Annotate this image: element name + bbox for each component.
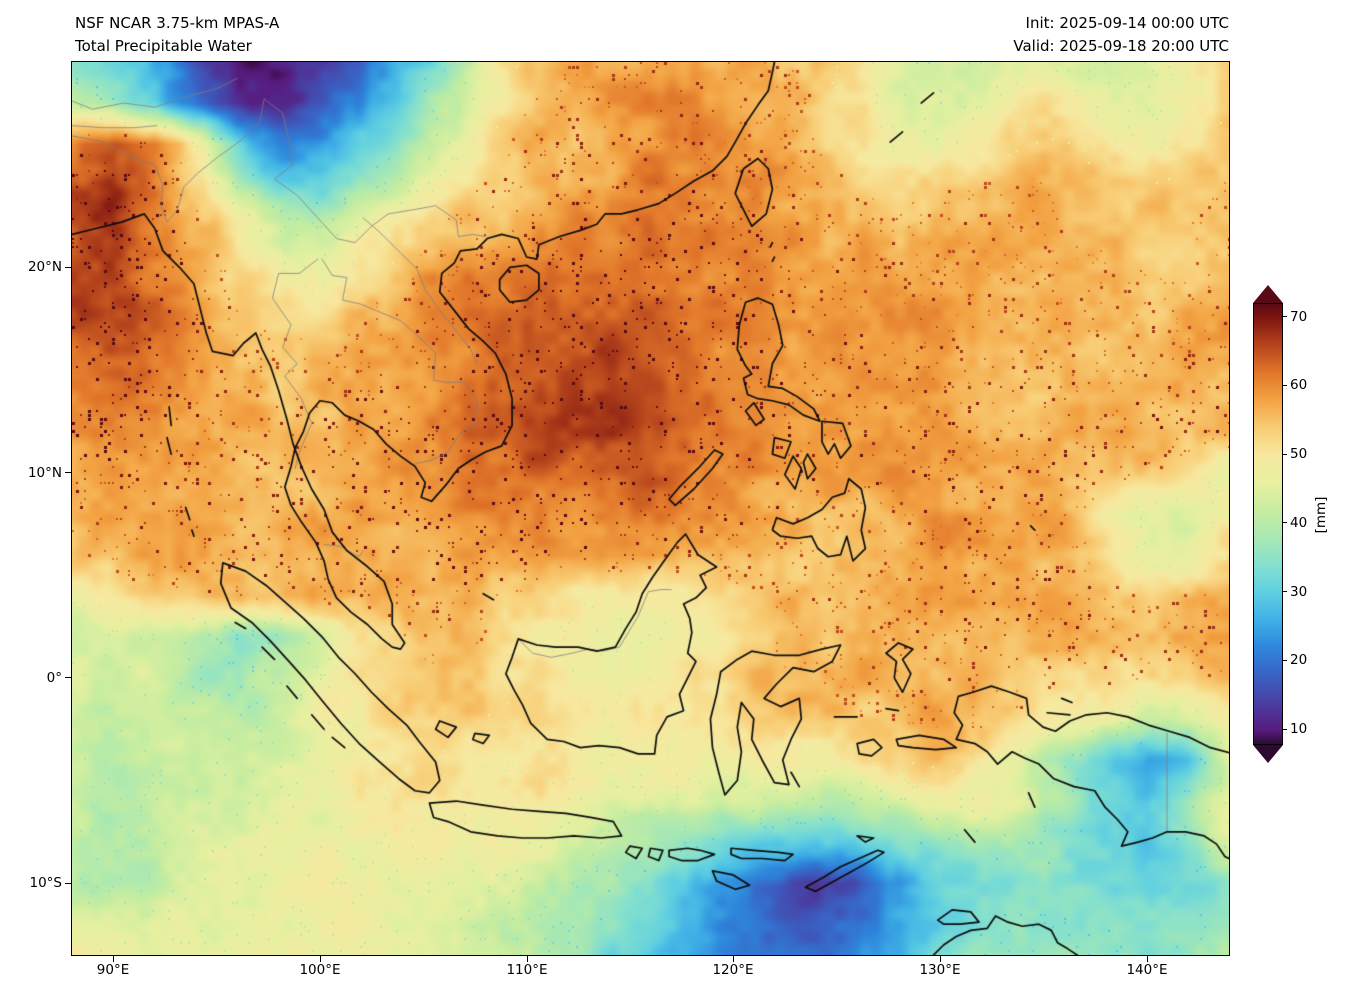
- x-tick-mark: [527, 956, 528, 962]
- valid-time: Valid: 2025-09-18 20:00 UTC: [1013, 37, 1229, 55]
- x-tick-mark: [733, 956, 734, 962]
- y-tick-label: 20°N: [27, 259, 62, 275]
- x-tick-label: 100°E: [299, 962, 341, 978]
- colorbar-lower-arrow: [1253, 745, 1283, 763]
- title-block: NSF NCAR 3.75-km MPAS-A Total Precipitab…: [75, 12, 279, 58]
- y-tick-mark: [65, 883, 72, 884]
- y-tick-mark: [65, 677, 72, 678]
- y-tick-label: 0°: [46, 670, 62, 686]
- field-title: Total Precipitable Water: [75, 37, 252, 55]
- x-tick-label: 130°E: [919, 962, 961, 978]
- x-tick-label: 120°E: [712, 962, 754, 978]
- colorbar-tick-mark: [1282, 660, 1287, 661]
- x-tick-mark: [940, 956, 941, 962]
- x-tick-mark: [320, 956, 321, 962]
- x-tick-label: 110°E: [506, 962, 548, 978]
- precipitable-water-map: [72, 62, 1229, 955]
- init-time: Init: 2025-09-14 00:00 UTC: [1025, 14, 1229, 32]
- time-block: Init: 2025-09-14 00:00 UTC Valid: 2025-0…: [1013, 12, 1229, 58]
- colorbar-tick-label: 40: [1290, 515, 1308, 531]
- x-tick-label: 140°E: [1126, 962, 1168, 978]
- colorbar-tick-label: 60: [1290, 377, 1308, 393]
- colorbar-tick-mark: [1282, 729, 1287, 730]
- colorbar-gradient: [1253, 303, 1283, 745]
- colorbar-upper-arrow: [1253, 285, 1283, 303]
- colorbar-tick-mark: [1282, 522, 1287, 523]
- x-tick-label: 90°E: [96, 962, 130, 978]
- colorbar-tick-label: 30: [1290, 584, 1308, 600]
- y-tick-label: 10°S: [29, 875, 63, 891]
- colorbar: [1253, 285, 1283, 763]
- x-tick-mark: [1147, 956, 1148, 962]
- colorbar-tick-mark: [1282, 591, 1287, 592]
- map-plot-area: [71, 61, 1230, 956]
- y-tick-mark: [65, 472, 72, 473]
- colorbar-tick-mark: [1282, 454, 1287, 455]
- colorbar-tick-label: 10: [1290, 721, 1308, 737]
- colorbar-tick-label: 20: [1290, 652, 1308, 668]
- model-title: NSF NCAR 3.75-km MPAS-A: [75, 14, 280, 32]
- y-tick-mark: [65, 267, 72, 268]
- x-tick-mark: [113, 956, 114, 962]
- colorbar-tick-mark: [1282, 385, 1287, 386]
- colorbar-tick-label: 70: [1290, 309, 1308, 325]
- y-tick-label: 10°N: [27, 465, 62, 481]
- colorbar-tick-label: 50: [1290, 446, 1308, 462]
- colorbar-units-label: [mm]: [1313, 496, 1329, 534]
- colorbar-tick-mark: [1282, 316, 1287, 317]
